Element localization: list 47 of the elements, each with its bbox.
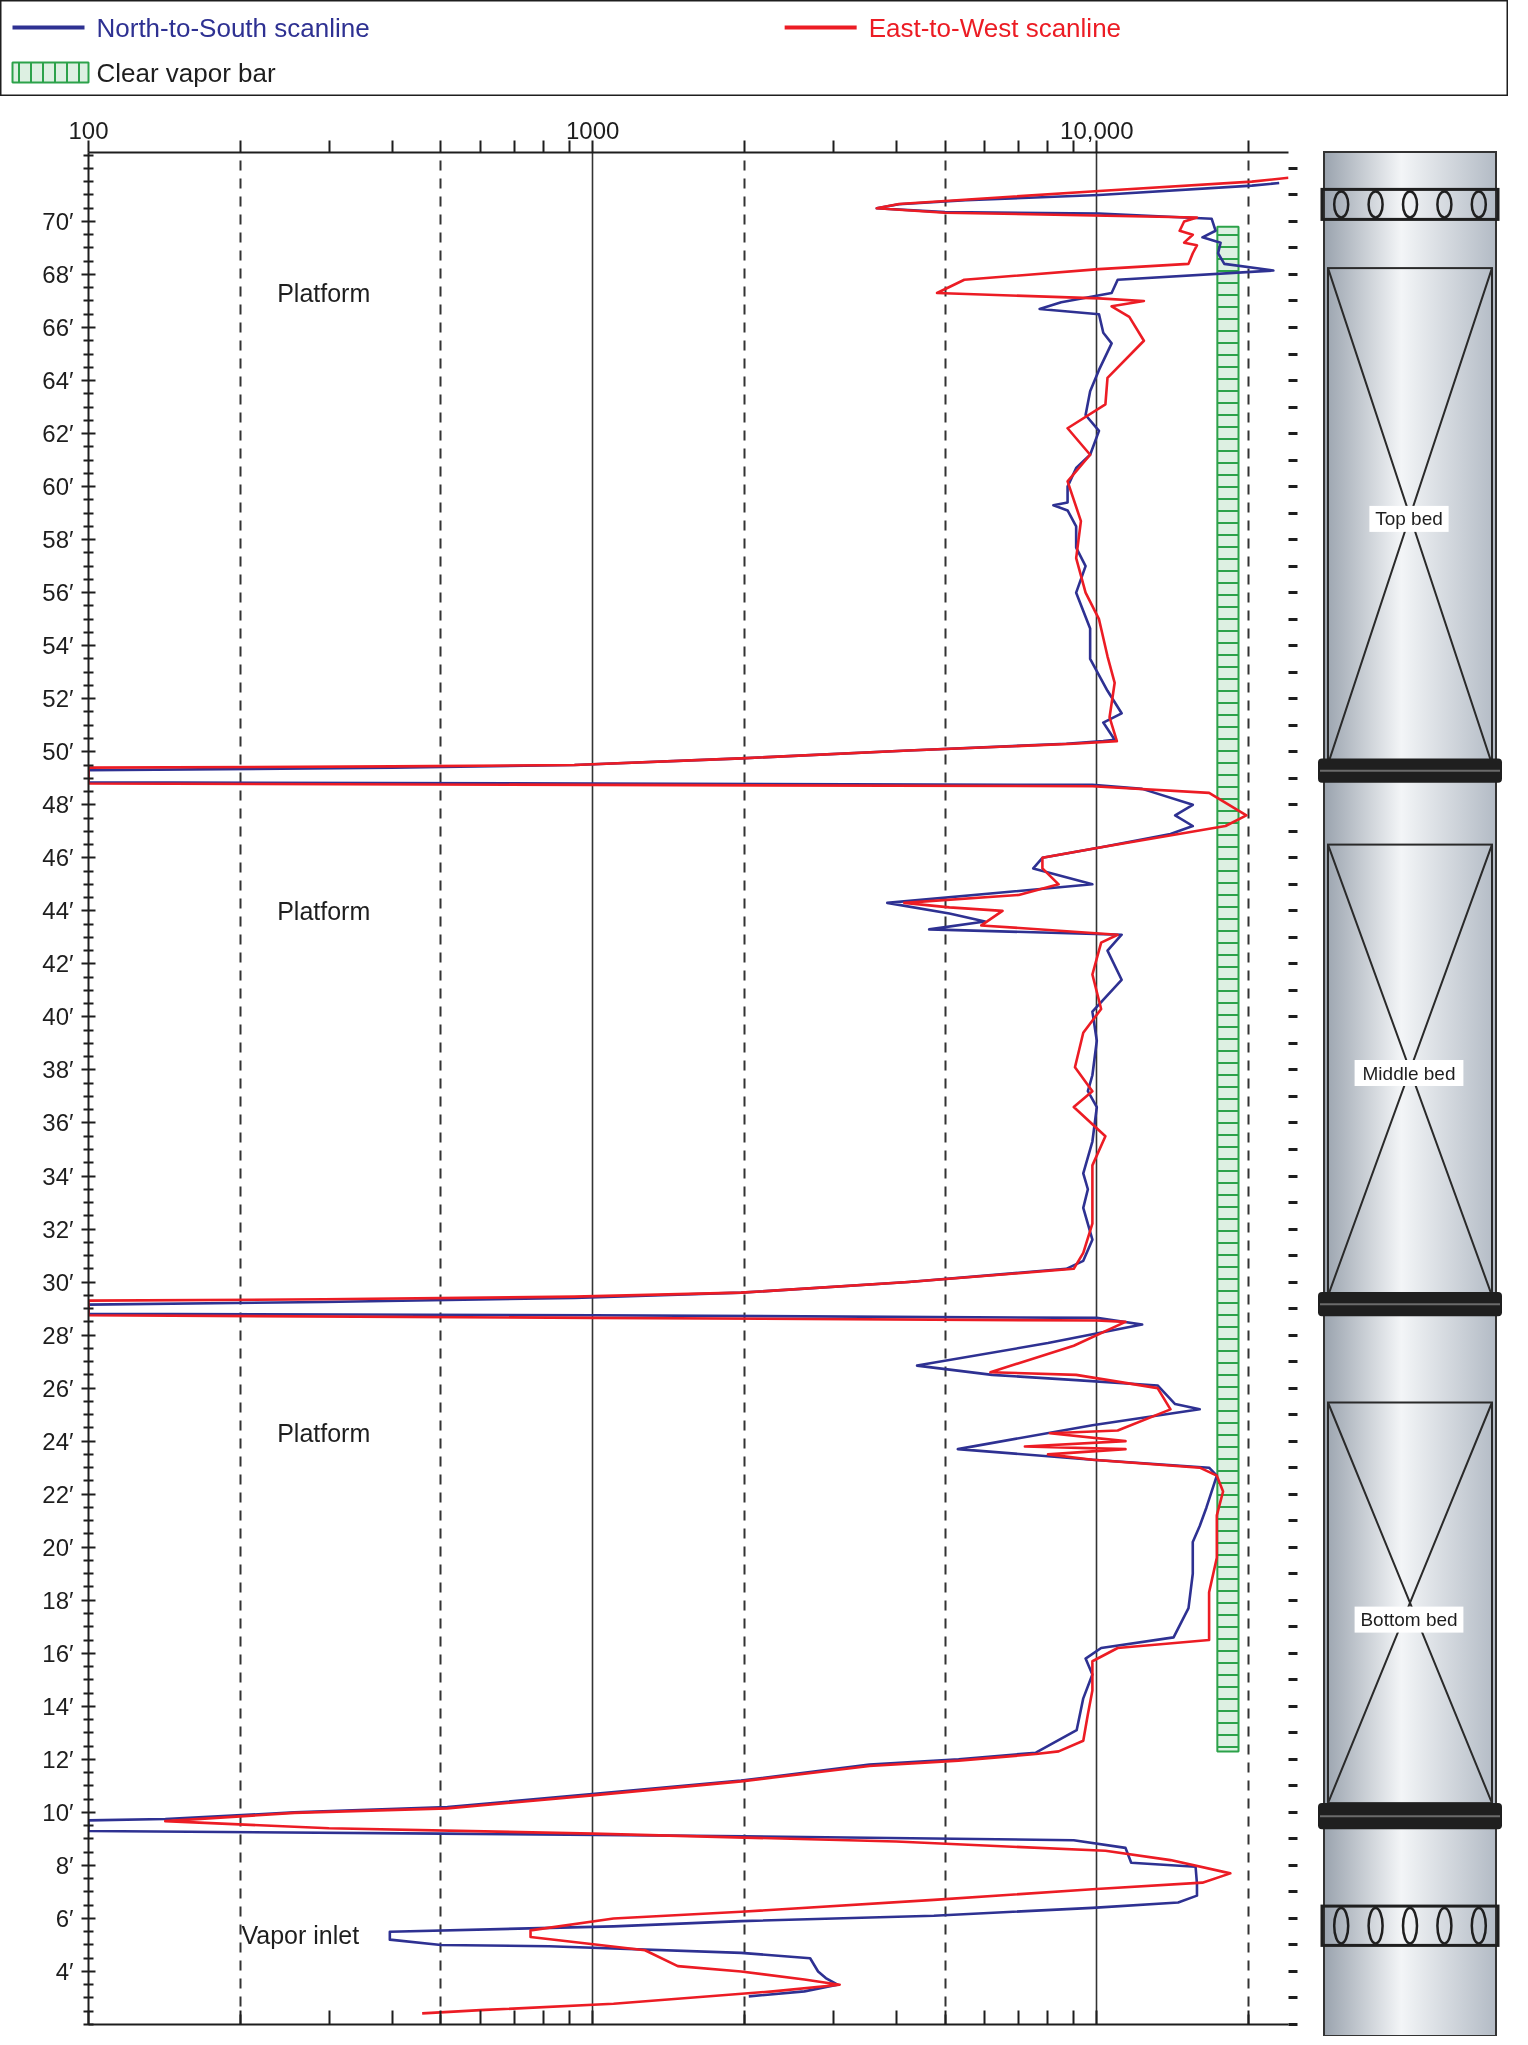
y-tick-label: 56′ xyxy=(42,579,74,607)
y-tick-label: 48′ xyxy=(42,791,74,819)
y-tick-label: 22′ xyxy=(42,1480,74,1508)
y-tick-label: 68′ xyxy=(42,260,74,288)
text: Middle bed xyxy=(1362,1062,1456,1084)
text: Top bed xyxy=(1375,508,1443,530)
y-tick-label: 24′ xyxy=(42,1427,74,1455)
y-tick-label: 64′ xyxy=(42,367,74,395)
y-tick-label: 58′ xyxy=(42,526,74,554)
y-tick-label: 62′ xyxy=(42,420,74,448)
y-tick-label: 34′ xyxy=(42,1162,74,1190)
y-tick-label: 20′ xyxy=(42,1533,74,1561)
annotation: Platform xyxy=(277,278,371,307)
x-tick-label: 10,000 xyxy=(1060,116,1134,144)
y-tick-label: 66′ xyxy=(42,314,74,341)
y-tick-label: 36′ xyxy=(42,1109,74,1137)
legend-label: North-to-South scanline xyxy=(96,12,370,43)
y-tick-label: 54′ xyxy=(42,632,74,660)
y-tick-label: 10′ xyxy=(42,1798,74,1826)
y-tick-label: 12′ xyxy=(42,1745,74,1773)
y-tick-label: 46′ xyxy=(42,844,74,872)
y-tick-label: 26′ xyxy=(42,1374,74,1402)
y-tick-label: 14′ xyxy=(42,1692,74,1720)
annotation: Platform xyxy=(277,1418,371,1447)
x-tick-label: 1000 xyxy=(565,116,620,144)
y-tick-label: 38′ xyxy=(42,1056,74,1084)
y-tick-label: 4′ xyxy=(55,1957,74,1985)
y-tick-label: 18′ xyxy=(42,1586,74,1614)
text: Bottom bed xyxy=(1360,1609,1458,1631)
y-tick-label: 32′ xyxy=(42,1215,74,1243)
y-tick-label: 70′ xyxy=(42,207,74,235)
y-tick-label: 52′ xyxy=(42,685,74,713)
y-tick-label: 60′ xyxy=(42,473,74,501)
y-tick-label: 8′ xyxy=(55,1851,74,1879)
y-tick-label: 42′ xyxy=(42,950,74,978)
annotation: Platform xyxy=(277,896,371,925)
y-tick-label: 40′ xyxy=(42,1003,74,1031)
y-tick-label: 6′ xyxy=(55,1904,74,1932)
y-tick-label: 28′ xyxy=(42,1321,74,1349)
y-tick-label: 16′ xyxy=(42,1639,74,1667)
y-tick-label: 50′ xyxy=(42,738,74,766)
legend-label: Clear vapor bar xyxy=(96,57,277,88)
x-tick-label: 100 xyxy=(68,116,109,144)
legend-label: East-to-West scanline xyxy=(868,12,1122,43)
y-tick-label: 30′ xyxy=(42,1268,74,1296)
annotation: Vapor inlet xyxy=(241,1920,360,1949)
y-tick-label: 44′ xyxy=(42,897,74,925)
